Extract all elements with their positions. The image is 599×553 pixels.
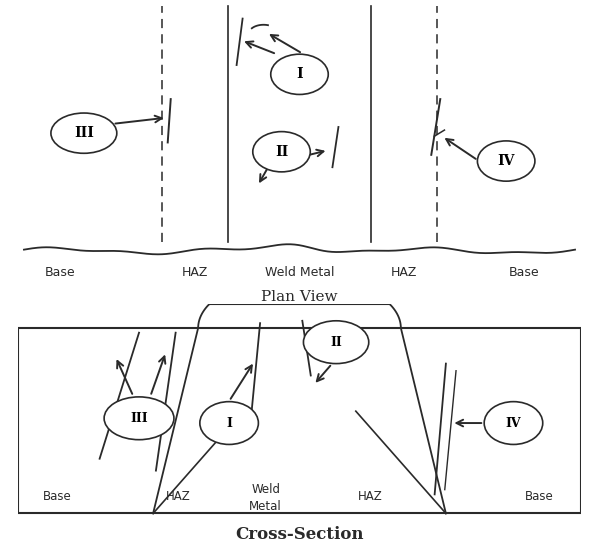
Bar (18, 328, 581, 513)
Text: Metal: Metal (249, 500, 282, 513)
Text: Base: Base (43, 491, 72, 503)
Ellipse shape (104, 397, 174, 440)
Text: HAZ: HAZ (166, 491, 191, 503)
Text: Base: Base (509, 266, 540, 279)
Text: I: I (296, 67, 303, 81)
Text: II: II (330, 336, 342, 349)
Text: Base: Base (525, 491, 553, 503)
Ellipse shape (253, 132, 310, 172)
Text: I: I (226, 416, 232, 430)
Text: Cross-Section: Cross-Section (235, 526, 364, 543)
Ellipse shape (304, 321, 369, 364)
Text: II: II (275, 145, 288, 159)
Text: Weld: Weld (251, 483, 280, 496)
Text: III: III (130, 412, 148, 425)
Ellipse shape (51, 113, 117, 153)
Text: Weld Metal: Weld Metal (265, 266, 334, 279)
Text: HAZ: HAZ (391, 266, 418, 279)
Text: Plan View: Plan View (261, 290, 338, 304)
Text: Base: Base (44, 266, 75, 279)
Text: IV: IV (506, 416, 521, 430)
Ellipse shape (477, 141, 535, 181)
Text: HAZ: HAZ (358, 491, 382, 503)
Text: III: III (74, 126, 94, 140)
Ellipse shape (271, 54, 328, 95)
Text: IV: IV (497, 154, 515, 168)
Ellipse shape (200, 401, 258, 445)
Ellipse shape (484, 401, 543, 445)
Text: HAZ: HAZ (181, 266, 208, 279)
